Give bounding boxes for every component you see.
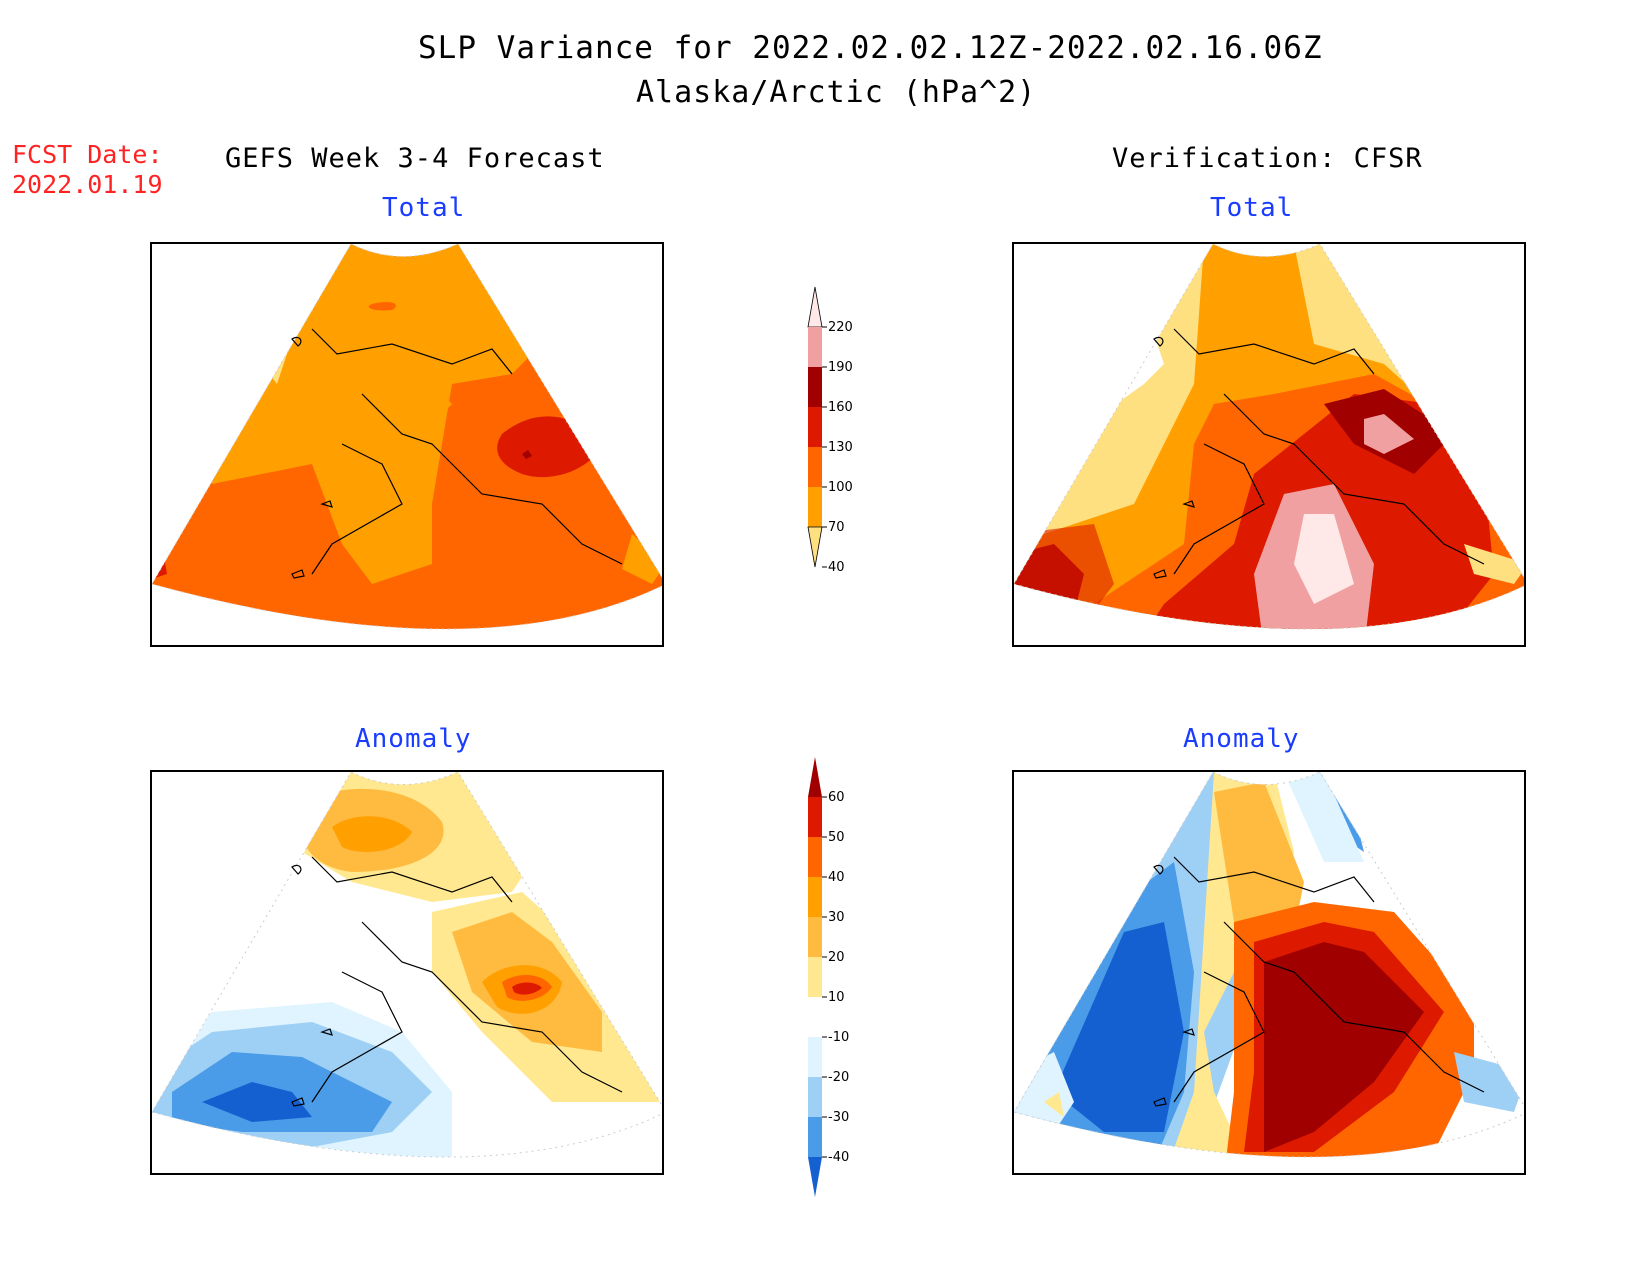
- anomaly-colorbar-svg: 60 50 40 30 20 10 -10 -20 -30 -40: [808, 757, 849, 1197]
- colorbar-label: 190: [828, 360, 853, 375]
- verification-total-map: [1012, 242, 1526, 647]
- forecast-anomaly-title: Anomaly: [355, 724, 472, 754]
- verification-anomaly-map: [1012, 770, 1526, 1175]
- colorbar-label: 160: [828, 400, 853, 415]
- anomaly-colorbar: 60 50 40 30 20 10 -10 -20 -30 -40: [790, 752, 870, 1216]
- colorbar-segment: [808, 1037, 822, 1077]
- colorbar-end-top: [808, 757, 822, 797]
- colorbar-label: 130: [828, 440, 853, 455]
- colorbar-segment: [808, 487, 822, 527]
- colorbar-end-top: [807, 286, 823, 328]
- colorbar-label: 50: [828, 830, 845, 845]
- colorbar-segment: [808, 367, 822, 407]
- colorbar-segment: [808, 917, 822, 957]
- verification-anomaly-title: Anomaly: [1183, 724, 1300, 754]
- total-colorbar-svg: 220 190 160 130 100 70 40: [807, 286, 853, 575]
- colorbar-label: 10: [828, 990, 845, 1005]
- forecast-total-title: Total: [382, 193, 466, 223]
- colorbar-label: 20: [828, 950, 845, 965]
- colorbar-label: 220: [828, 320, 853, 335]
- colorbar-end-bottom: [807, 526, 823, 568]
- colorbar-segment: [808, 877, 822, 917]
- chart-title: SLP Variance for 2022.02.02.12Z-2022.02.…: [418, 30, 1323, 66]
- verification-total-title: Total: [1210, 193, 1294, 223]
- left-column-heading: GEFS Week 3-4 Forecast: [225, 143, 605, 174]
- colorbar-segment: [808, 327, 822, 367]
- colorbar-segment: [808, 1077, 822, 1117]
- colorbar-label: 40: [828, 870, 845, 885]
- colorbar-segment: [808, 447, 822, 487]
- colorbar-label: -40: [828, 1150, 849, 1165]
- forecast-total-map: [150, 242, 664, 647]
- colorbar-segment: [808, 837, 822, 877]
- colorbar-label: 40: [828, 560, 845, 575]
- colorbar-segment: [808, 997, 822, 1037]
- colorbar-label: -30: [828, 1110, 849, 1125]
- fcst-date-label: FCST Date:: [12, 140, 163, 169]
- colorbar-segment: [808, 797, 822, 837]
- fcst-date-value: 2022.01.19: [12, 170, 163, 199]
- forecast-anomaly-map: [150, 770, 664, 1175]
- colorbar-label: -20: [828, 1070, 849, 1085]
- colorbar-label: 30: [828, 910, 845, 925]
- total-colorbar: 220 190 160 130 100 70 40: [790, 282, 870, 616]
- chart-subtitle: Alaska/Arctic (hPa^2): [636, 75, 1037, 110]
- colorbar-segment: [808, 957, 822, 997]
- colorbar-segment: [808, 1117, 822, 1157]
- colorbar-end-bottom: [808, 1157, 822, 1197]
- right-column-heading: Verification: CFSR: [1112, 143, 1423, 174]
- colorbar-label: 100: [828, 480, 853, 495]
- colorbar-label: 60: [828, 790, 845, 805]
- colorbar-segment: [808, 407, 822, 447]
- colorbar-label: 70: [828, 520, 845, 535]
- colorbar-label: -10: [828, 1030, 849, 1045]
